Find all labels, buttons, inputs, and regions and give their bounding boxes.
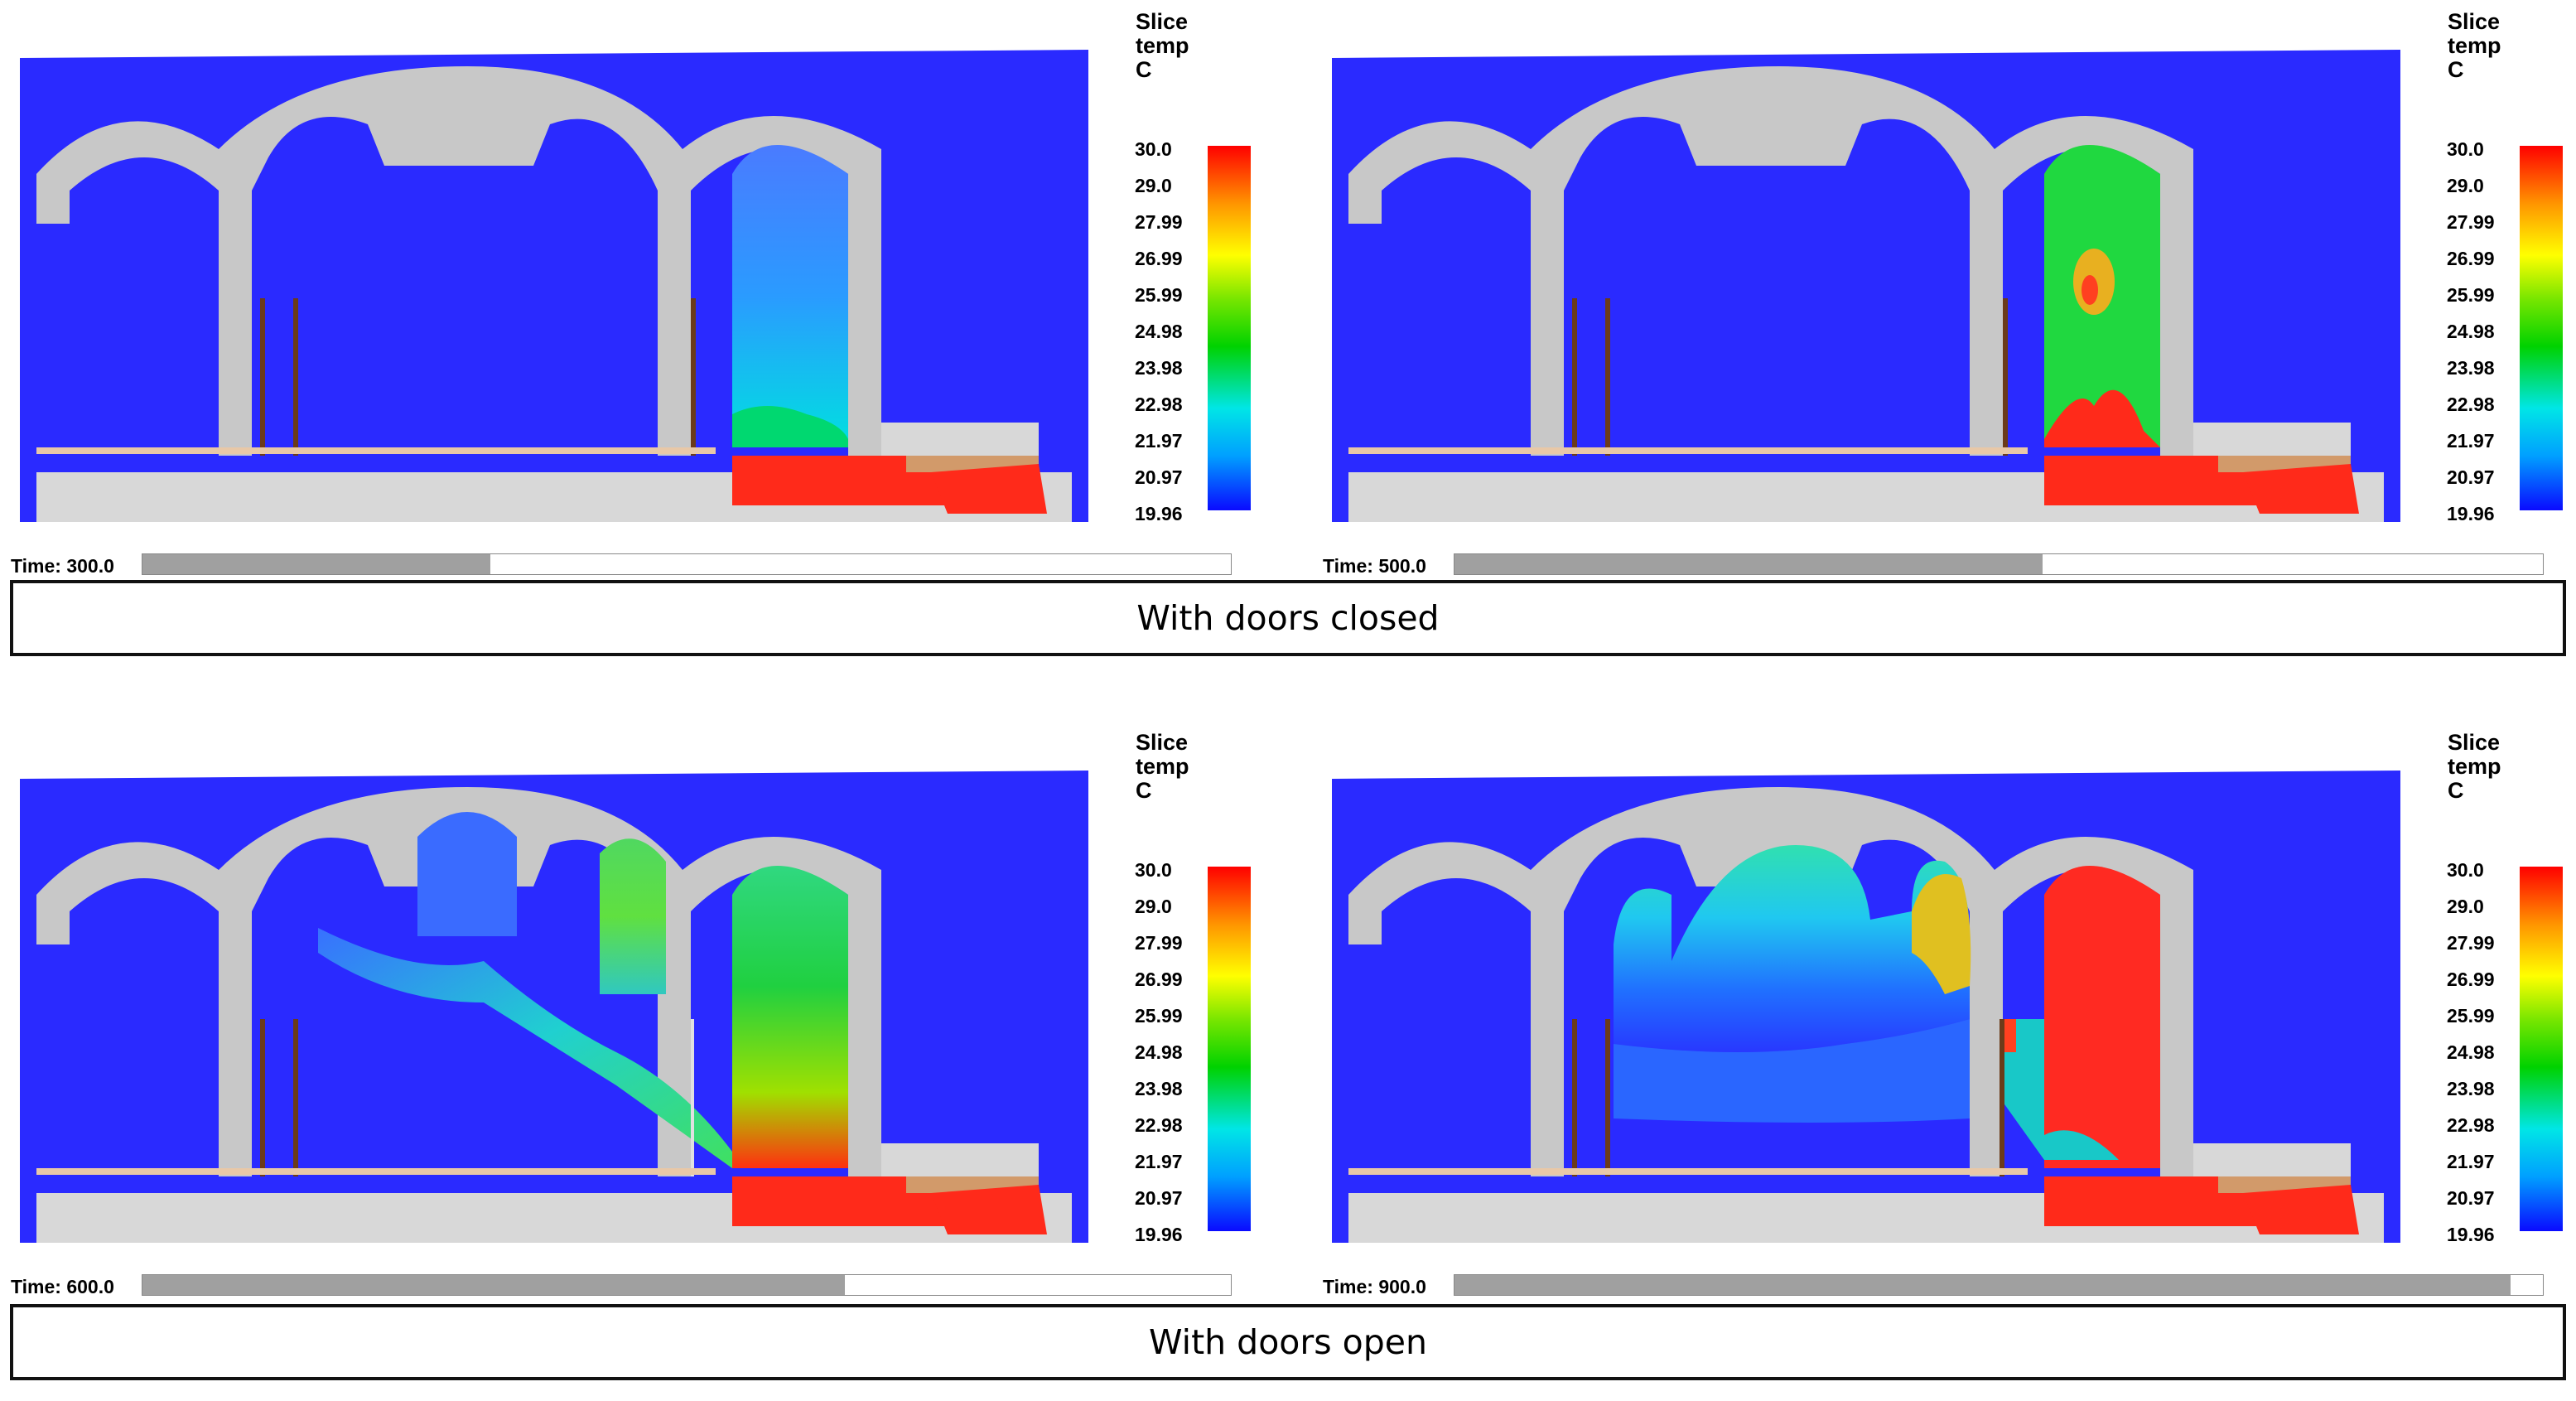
legend-tick: 27.99 (2447, 211, 2495, 233)
legend-line1: Slice (2448, 730, 2501, 755)
legend-tick: 19.96 (1135, 503, 1183, 524)
legend-line2: temp (1136, 754, 1189, 779)
legend-tick: 25.99 (2447, 284, 2495, 306)
time-label: Time: 300.0 (11, 555, 114, 577)
time-slider[interactable] (142, 553, 1232, 575)
legend-tick: 26.99 (2447, 248, 2495, 269)
temperature-slice-view (1332, 50, 2400, 522)
legend-line2: temp (2448, 33, 2501, 58)
legend-tick: 27.99 (2447, 932, 2495, 954)
legend-tick: 25.99 (2447, 1005, 2495, 1027)
legend-tick: 21.97 (1135, 430, 1183, 452)
legend-tick: 19.96 (1135, 1224, 1183, 1245)
legend-line1: Slice (1136, 9, 1189, 34)
legend-tick: 22.98 (2447, 1114, 2495, 1136)
color-scale-bar (2520, 146, 2563, 510)
legend-tick: 30.0 (1135, 138, 1172, 160)
legend-line2: temp (1136, 33, 1189, 58)
legend-tick: 27.99 (1135, 211, 1183, 233)
legend-tick: 22.98 (2447, 394, 2495, 415)
time-label: Time: 900.0 (1323, 1276, 1426, 1297)
time-slider[interactable] (142, 1274, 1232, 1296)
legend-line3: C (2448, 57, 2464, 82)
legend-tick: 21.97 (2447, 430, 2495, 452)
legend-tick: 29.0 (2447, 896, 2484, 917)
legend-tick: 24.98 (1135, 321, 1183, 342)
legend-tick: 26.99 (1135, 969, 1183, 990)
legend-tick: 22.98 (1135, 394, 1183, 415)
legend-tick: 20.97 (1135, 466, 1183, 488)
legend-tick: 20.97 (2447, 1187, 2495, 1209)
legend-header: Slice temp C (2448, 10, 2501, 82)
caption-doors-open: With doors open (10, 1304, 2566, 1380)
time-slider[interactable] (1454, 1274, 2544, 1296)
legend-tick: 24.98 (1135, 1041, 1183, 1063)
legend-header: Slice temp C (1136, 731, 1189, 803)
legend-tick: 22.98 (1135, 1114, 1183, 1136)
legend-line3: C (2448, 778, 2464, 803)
legend-tick: 30.0 (2447, 138, 2484, 160)
time-slider-fill (142, 554, 491, 574)
time-slider[interactable] (1454, 553, 2544, 575)
simulation-panel-300: Slice temp C 30.0 29.0 27.99 26.99 25.99… (7, 0, 1282, 577)
legend-line1: Slice (1136, 730, 1189, 755)
simulation-panel-900: Slice temp C 30.0 29.0 27.99 26.99 25.99… (1319, 721, 2576, 1297)
legend-tick: 23.98 (2447, 1078, 2495, 1099)
time-label: Time: 500.0 (1323, 555, 1426, 577)
legend-tick: 25.99 (1135, 284, 1183, 306)
legend-tick: 30.0 (1135, 859, 1172, 881)
legend-tick: 19.96 (2447, 1224, 2495, 1245)
legend-tick: 23.98 (1135, 1078, 1183, 1099)
legend-tick: 29.0 (1135, 896, 1172, 917)
time-label: Time: 600.0 (11, 1276, 114, 1297)
legend-tick: 21.97 (2447, 1151, 2495, 1172)
temperature-slice-view (20, 771, 1088, 1243)
legend-tick: 24.98 (2447, 321, 2495, 342)
legend-tick: 23.98 (2447, 357, 2495, 379)
legend-header: Slice temp C (1136, 10, 1189, 82)
legend-tick: 29.0 (1135, 175, 1172, 196)
time-slider-fill (142, 1275, 845, 1295)
legend-tick: 26.99 (1135, 248, 1183, 269)
legend-tick: 21.97 (1135, 1151, 1183, 1172)
legend-line1: Slice (2448, 9, 2501, 34)
legend-tick: 27.99 (1135, 932, 1183, 954)
legend-line3: C (1136, 778, 1152, 803)
simulation-panel-600: Slice temp C 30.0 29.0 27.99 26.99 25.99… (7, 721, 1282, 1297)
time-slider-fill (1454, 554, 2043, 574)
legend-header: Slice temp C (2448, 731, 2501, 803)
time-slider-fill (1454, 1275, 2511, 1295)
legend-tick: 26.99 (2447, 969, 2495, 990)
temperature-slice-view (20, 50, 1088, 522)
legend-line2: temp (2448, 754, 2501, 779)
temperature-slice-view (1332, 771, 2400, 1243)
legend-tick: 20.97 (2447, 466, 2495, 488)
legend-line3: C (1136, 57, 1152, 82)
legend-tick: 19.96 (2447, 503, 2495, 524)
color-scale-bar (2520, 867, 2563, 1231)
legend-tick: 29.0 (2447, 175, 2484, 196)
caption-doors-closed: With doors closed (10, 580, 2566, 656)
legend-tick: 23.98 (1135, 357, 1183, 379)
color-scale-bar (1208, 146, 1251, 510)
legend-tick: 25.99 (1135, 1005, 1183, 1027)
legend-tick: 24.98 (2447, 1041, 2495, 1063)
simulation-panel-500: Slice temp C 30.0 29.0 27.99 26.99 25.99… (1319, 0, 2576, 577)
legend-tick: 20.97 (1135, 1187, 1183, 1209)
color-scale-bar (1208, 867, 1251, 1231)
legend-tick: 30.0 (2447, 859, 2484, 881)
